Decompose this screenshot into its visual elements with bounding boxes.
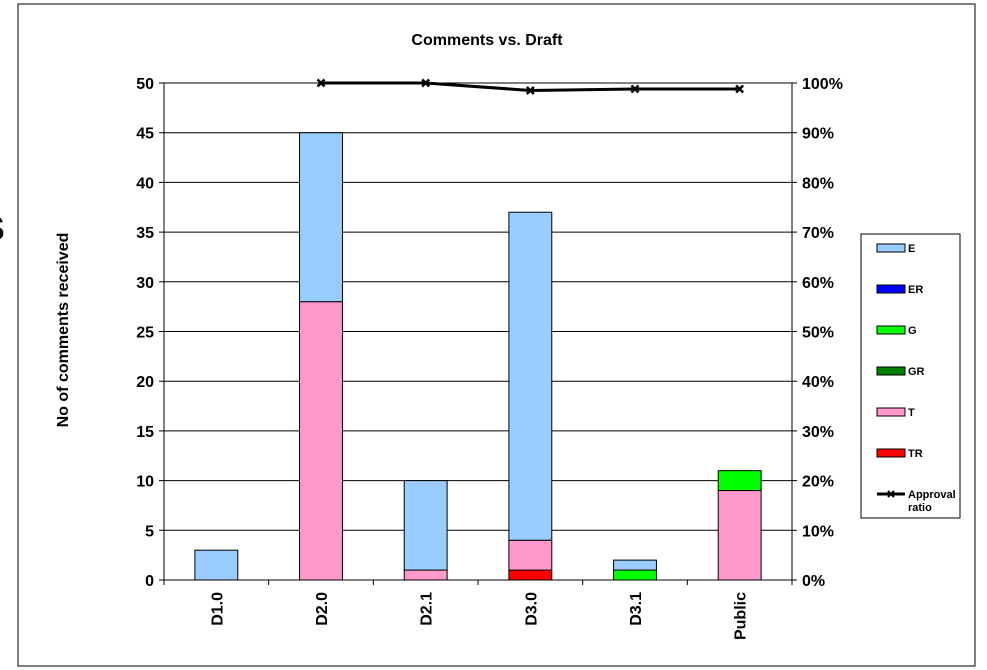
- approval-ratio-marker: [525, 86, 535, 95]
- bar-public-g: [717, 470, 762, 492]
- y-axis-label: No of comments received: [55, 233, 72, 428]
- x-tick-labels: D1.0 D2.0 D2.1 D3.0 D3.1 Public: [209, 592, 749, 640]
- bar-d20-t: [299, 301, 343, 581]
- y2-tick-label: 30%: [802, 424, 834, 441]
- y2-tick-label: 80%: [802, 175, 834, 192]
- bar-d30-tr: [508, 569, 553, 581]
- legend-swatch-g: [876, 325, 906, 335]
- y2-tick-label: 40%: [802, 374, 834, 391]
- x-tick-label: D2.1: [419, 592, 436, 626]
- legend-label-approval-1: Approval: [908, 489, 956, 501]
- y-tick-label: 10: [136, 474, 154, 491]
- y-tick-label: 15: [136, 424, 154, 441]
- y-tick-label: 35: [136, 225, 154, 242]
- y2-tick-label: 90%: [802, 126, 834, 143]
- legend-marker-approval: [887, 490, 895, 498]
- legend-label-er: ER: [908, 284, 923, 296]
- legend-label-gr: GR: [908, 366, 925, 378]
- bar-d30-e: [508, 211, 553, 541]
- y2-tick-label: 60%: [802, 275, 834, 292]
- y-tick-label: 20: [136, 374, 154, 391]
- x-tick-label: Public: [733, 592, 750, 640]
- approval-ratio-marker: [735, 84, 745, 94]
- y2-tick-labels: 0% 10% 20% 30% 40% 50% 60% 70% 80% 90% 100%: [802, 76, 843, 590]
- y-tick-label: 40: [136, 175, 154, 192]
- bar-d31-e: [613, 559, 657, 571]
- legend-swatch-tr: [876, 448, 906, 458]
- legend-swatch-e: [876, 243, 906, 253]
- bar-d10-e: [194, 549, 239, 581]
- y2-tick-label: 100%: [802, 76, 843, 93]
- approval-ratio-marker: [421, 78, 431, 88]
- bar-d20-e: [299, 132, 343, 303]
- chart-area-border: [17, 3, 976, 667]
- bar-d31-g: [613, 569, 657, 581]
- y2-tick-label: 70%: [802, 225, 834, 242]
- bar-d30-t: [508, 539, 553, 571]
- bar-public-t: [717, 490, 762, 581]
- x-tick-label: D2.0: [314, 592, 331, 626]
- y-tick-labels: 0 5 10 15 20 25 30 35 40 45 50: [136, 76, 154, 590]
- chart-title: Comments vs. Draft: [411, 32, 563, 49]
- legend-swatch-gr: [876, 366, 906, 376]
- y-tick-label: 30: [136, 275, 154, 292]
- y-tick-label: 0: [145, 573, 154, 590]
- gridlines: [164, 82, 792, 531]
- y-tick-label: 50: [136, 76, 154, 93]
- y2-tick-label: 50%: [802, 325, 834, 342]
- axes: [159, 82, 797, 585]
- y2-tick-label: 0%: [802, 573, 825, 590]
- y-tick-label: 25: [136, 325, 154, 342]
- y2-tick-label: 10%: [802, 523, 834, 540]
- legend-label-approval-2: ratio: [908, 502, 932, 514]
- y-tick-label: 45: [136, 126, 154, 143]
- bar-d21-e: [403, 480, 448, 571]
- legend-label-e: E: [908, 243, 915, 255]
- approval-ratio-marker: [316, 78, 326, 88]
- legend-swatch-er: [876, 284, 906, 294]
- legend-label-t: T: [908, 407, 915, 419]
- x-tick-label: D3.0: [523, 592, 540, 626]
- y-tick-label: 5: [145, 523, 154, 540]
- legend-box: [860, 233, 961, 519]
- legend-label-g: G: [908, 325, 917, 337]
- bar-d21-t: [403, 569, 448, 581]
- legend-swatch-t: [876, 407, 906, 417]
- approval-ratio-marker: [630, 84, 640, 94]
- x-tick-label: D3.1: [628, 592, 645, 626]
- x-tick-label: D1.0: [209, 592, 226, 626]
- approval-ratio-line: [316, 78, 745, 95]
- y2-tick-label: 20%: [802, 474, 834, 491]
- legend-label-tr: TR: [908, 448, 923, 460]
- side-mark: S: [0, 210, 5, 248]
